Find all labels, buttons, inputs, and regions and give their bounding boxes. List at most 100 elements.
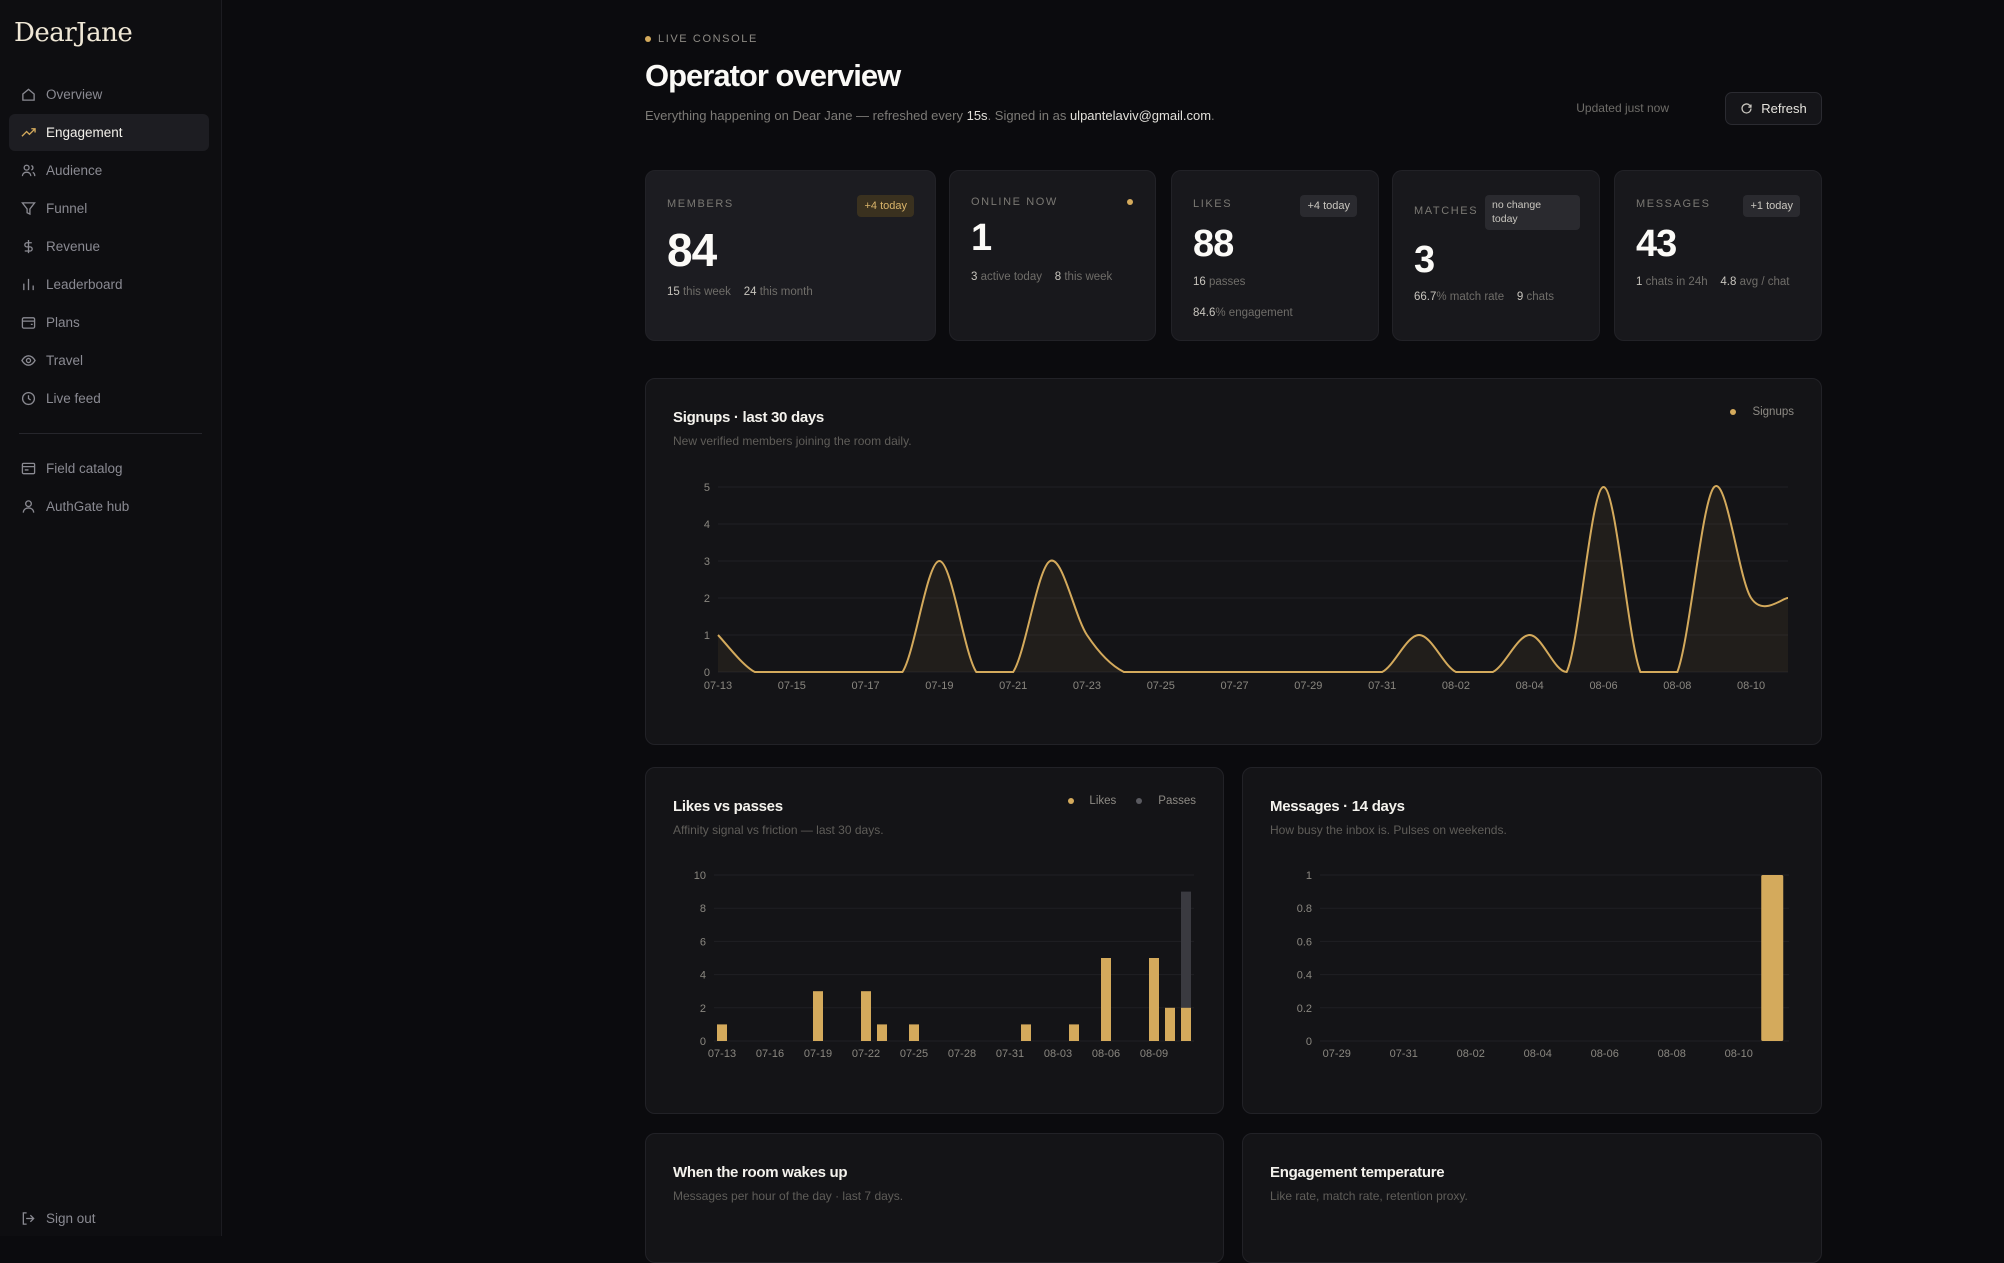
stat-value: 3 [1414,239,1435,281]
signups-chart-panel: Signups · last 30 days New verified memb… [645,378,1822,745]
sidebar-item-label: Travel [46,353,84,368]
bar-likes [861,991,871,1041]
x-tick-label: 07-31 [1390,1048,1418,1060]
stat-label: ONLINE NOW [971,196,1058,208]
sidebar-item-label: Live feed [46,391,101,406]
eyebrow-label: LIVE CONSOLE [658,33,758,45]
refresh-button[interactable]: Refresh [1725,92,1822,125]
y-tick-label: 1 [704,630,710,642]
stat-foot-text: this week [1061,271,1113,283]
sidebar-item-field-catalog[interactable]: Field catalog [9,450,209,487]
x-tick-label: 08-04 [1524,1048,1552,1060]
x-tick-label: 07-31 [996,1048,1024,1060]
stat-foot-text: % match rate [1436,291,1505,303]
legend-label: Passes [1158,795,1196,807]
y-tick-label: 4 [704,519,710,531]
panel-title: Engagement temperature [1270,1164,1445,1181]
badge-line: today [1492,212,1518,225]
bar-likes [717,1024,727,1041]
stat-foot-value: 3 [971,271,978,283]
stat-footnote: 66.7% match rate 9 chats [1414,291,1554,303]
stat-value: 88 [1193,223,1234,265]
bar-likes [813,991,823,1041]
x-tick-label: 08-06 [1092,1048,1120,1060]
signups-chart: 0 1 2 3 4 5 07-13 07-15 07-17 07-19 07-21 07-23 07-2… [704,482,1789,692]
compass-icon [20,353,36,369]
online-indicator-dot [1127,199,1133,205]
legend-swatch-passes [1136,798,1143,804]
y-tick-label: 0.4 [1297,970,1312,982]
sidebar-item-label: Engagement [46,125,123,140]
x-tick-label: 07-15 [778,680,806,692]
bar-likes [1021,1024,1031,1041]
legend-swatch-signups [1730,409,1737,415]
stat-card-matches: MATCHES no change today 3 66.7% match rat… [1392,170,1600,341]
stat-foot-value: 24 [743,286,757,298]
sidebar-item-label: Revenue [46,239,101,254]
bar-likes [1069,1024,1079,1041]
stat-delta-badge: +4 today [1300,195,1357,218]
sidebar-item-overview[interactable]: Overview [9,76,209,113]
stat-card-likes: LIKES +4 today 88 16 passes 84.6% engage… [1171,170,1379,341]
messages-chart-panel: Messages · 14 days How busy the inbox is… [1242,767,1822,1114]
bar-likes [1165,1007,1175,1041]
sidebar-item-label: Field catalog [46,461,123,476]
bar-likes [909,1024,919,1041]
users-icon [20,163,36,179]
sidebar-item-plans[interactable]: Plans [9,304,209,341]
x-tick-label: 07-21 [999,680,1027,692]
signups-series-line [717,485,1789,674]
updated-status: Updated just now [1576,101,1669,115]
y-tick-label: 0 [704,667,710,679]
messages-chart: 0 0.2 0.4 0.6 0.8 1 07-29 07-31 08-02 08-04 08-06 0… [1297,870,1789,1060]
stat-delta-badge: no change today [1485,195,1580,231]
sidebar-nav: Overview Engagement Audience Funnel Reve… [9,76,209,418]
dollar-icon [20,239,36,255]
x-tick-label: 08-02 [1442,680,1470,692]
x-tick-label: 08-08 [1658,1048,1686,1060]
likes-vs-passes-panel: Likes vs passes Affinity signal vs frict… [645,767,1224,1114]
stat-foot-text: chats in 24h [1642,276,1708,288]
bar-passes [1181,891,1191,1041]
sidebar-item-audience[interactable]: Audience [9,152,209,189]
stat-delta-badge: +4 today [857,195,914,218]
clock-icon [20,391,36,407]
stat-delta-badge: +1 today [1743,195,1800,218]
sidebar-item-travel[interactable]: Travel [9,342,209,379]
stat-label: MEMBERS [667,198,734,210]
y-tick-label: 5 [704,482,710,494]
legend-label: Likes [1089,795,1117,807]
panel-title: When the room wakes up [673,1164,848,1181]
bar-likes [877,1024,887,1041]
y-tick-label: 0 [1306,1036,1312,1048]
x-tick-label: 08-06 [1589,680,1617,692]
sidebar-item-revenue[interactable]: Revenue [9,228,209,265]
sidebar-item-authgate-hub[interactable]: AuthGate hub [9,488,209,525]
sidebar: DearJane Overview Engagement Audience Fu… [0,0,222,1236]
x-tick-label: 07-19 [925,680,953,692]
app-logo[interactable]: DearJane [14,18,133,48]
y-tick-label: 0.6 [1297,936,1312,948]
sidebar-item-funnel[interactable]: Funnel [9,190,209,227]
stat-label: MATCHES [1414,205,1479,217]
x-tick-label: 07-17 [852,680,880,692]
panel-subtitle: Messages per hour of the day · last 7 da… [673,1189,904,1203]
filter-icon [20,201,36,217]
signed-in-email: ulpantelaviv@gmail.com [1069,108,1212,123]
sidebar-item-live-feed[interactable]: Live feed [9,380,209,417]
signups-area [718,485,1788,672]
stat-foot-value: 1 [1636,276,1643,288]
panel-title: Signups · last 30 days [673,409,824,426]
bar-likes [1181,1007,1191,1041]
sidebar-item-label: Funnel [46,201,88,216]
sign-out-button[interactable]: Sign out [9,1200,209,1237]
panel-subtitle: New verified members joining the room da… [673,434,912,448]
subtitle-text: . Signed in as [987,108,1070,123]
sidebar-item-leaderboard[interactable]: Leaderboard [9,266,209,303]
page-subtitle: Everything happening on Dear Jane — refr… [645,108,1215,123]
x-tick-label: 07-19 [804,1048,832,1060]
y-tick-label: 10 [694,870,706,882]
sidebar-item-engagement[interactable]: Engagement [9,114,209,151]
signout-area: Sign out [9,1200,209,1238]
x-tick-label: 07-25 [900,1048,928,1060]
